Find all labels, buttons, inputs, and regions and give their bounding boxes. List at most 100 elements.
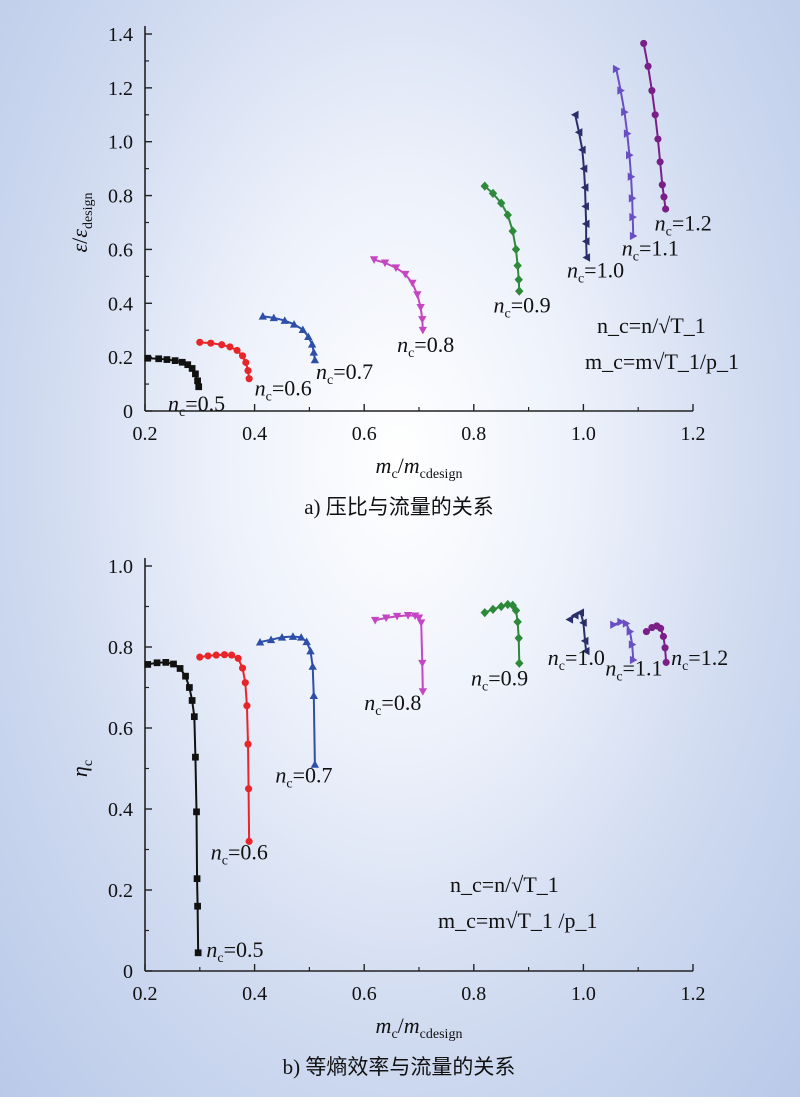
data-point xyxy=(170,660,177,668)
data-point xyxy=(212,651,220,659)
series-line xyxy=(259,635,316,765)
data-point xyxy=(642,628,650,636)
series-label: nc=0.7 xyxy=(316,359,373,388)
data-point xyxy=(194,902,201,910)
data-point xyxy=(648,86,656,95)
data-point xyxy=(513,260,522,271)
data-point xyxy=(280,316,289,324)
series-label: nc=1.1 xyxy=(622,235,679,264)
x-tick-label: 1.2 xyxy=(681,983,706,1005)
data-point xyxy=(657,624,665,632)
y-tick-label: 0 xyxy=(123,401,133,423)
data-point xyxy=(266,635,276,644)
data-point xyxy=(488,188,498,199)
data-point xyxy=(511,244,521,255)
data-point xyxy=(306,646,315,655)
series-label: nc=1.2 xyxy=(655,211,712,240)
data-point xyxy=(186,684,193,691)
x-tick-label: 0.8 xyxy=(461,423,486,445)
series-label: nc=0.6 xyxy=(211,840,268,869)
data-point xyxy=(662,205,670,213)
data-point xyxy=(617,86,625,95)
y-tick-label: 0.6 xyxy=(108,239,133,261)
data-point xyxy=(310,355,320,364)
data-point xyxy=(188,697,196,704)
data-point xyxy=(153,659,161,667)
series-label: nc=0.5 xyxy=(206,937,263,966)
axis-label: ηc xyxy=(67,760,96,777)
data-point xyxy=(410,612,420,621)
data-point xyxy=(193,875,201,883)
data-point xyxy=(579,164,588,173)
data-point xyxy=(228,651,236,659)
data-point xyxy=(244,367,252,375)
data-point xyxy=(242,358,250,367)
data-point xyxy=(304,332,313,341)
data-point xyxy=(622,619,631,628)
data-point xyxy=(163,356,171,363)
data-point xyxy=(144,661,152,668)
data-point xyxy=(515,286,524,296)
formula-line1: n_c=n/√T_1 xyxy=(597,313,706,338)
chart-caption: b) 等熵效率与流量的关系 xyxy=(283,1055,516,1079)
series-label: nc=1.0 xyxy=(548,645,605,674)
data-point xyxy=(659,632,667,641)
data-point xyxy=(194,949,202,957)
data-point xyxy=(204,652,212,660)
series-0.6: nc=0.6 xyxy=(196,651,268,869)
data-point xyxy=(370,616,380,625)
data-point xyxy=(245,785,253,793)
data-point xyxy=(307,340,317,348)
data-point xyxy=(629,231,638,241)
data-point xyxy=(392,612,402,621)
series-0.5: nc=0.5 xyxy=(144,659,264,966)
chart-b: 0.2 0.4 0.6 0.8 1.0 1.200.20.40.60.81.0nc=0.5… xyxy=(67,556,728,1079)
data-point xyxy=(309,691,318,699)
data-point xyxy=(403,612,413,620)
data-point xyxy=(401,270,410,279)
x-tick-label: 0.2 xyxy=(133,423,158,445)
data-point xyxy=(381,614,391,623)
data-point xyxy=(418,316,427,324)
data-point xyxy=(629,655,638,665)
data-point xyxy=(192,753,199,761)
x-tick-label: 1.0 xyxy=(571,983,596,1005)
data-point xyxy=(570,110,579,119)
data-point xyxy=(255,637,265,646)
data-point xyxy=(369,256,379,264)
data-point xyxy=(192,370,199,378)
y-tick-label: 1.0 xyxy=(108,556,133,578)
x-tick-label: 0.6 xyxy=(352,423,377,445)
x-tick-label: 0.2 xyxy=(133,983,158,1005)
data-point xyxy=(488,604,498,614)
data-point xyxy=(497,198,506,208)
series-0.9: nc=0.9 xyxy=(471,599,528,694)
data-point xyxy=(245,837,253,845)
data-point xyxy=(258,312,268,320)
series-1.0: nc=1.0 xyxy=(548,608,605,674)
data-point xyxy=(418,688,428,696)
data-point xyxy=(480,181,489,191)
data-point xyxy=(574,128,583,137)
y-tick-label: 0.8 xyxy=(108,186,133,208)
data-point xyxy=(581,646,590,656)
formula-line2: m_c=m√T_1/p_1 xyxy=(585,349,739,374)
data-point xyxy=(408,279,417,288)
data-point xyxy=(288,632,298,640)
series-label: nc=0.5 xyxy=(168,391,225,420)
series-label: nc=0.9 xyxy=(471,665,528,694)
series-label: nc=0.8 xyxy=(364,690,421,719)
data-point xyxy=(628,194,637,203)
data-point xyxy=(241,679,249,687)
data-point xyxy=(579,618,587,627)
data-point xyxy=(218,341,226,349)
data-point xyxy=(656,158,664,166)
data-point xyxy=(661,644,669,652)
series-0.7: nc=0.7 xyxy=(258,312,373,388)
data-point xyxy=(226,343,234,351)
data-point xyxy=(309,348,318,356)
data-point xyxy=(612,64,621,74)
formula-line2: m_c=m√T_1 /p_1 xyxy=(438,908,598,933)
data-point xyxy=(513,617,522,627)
